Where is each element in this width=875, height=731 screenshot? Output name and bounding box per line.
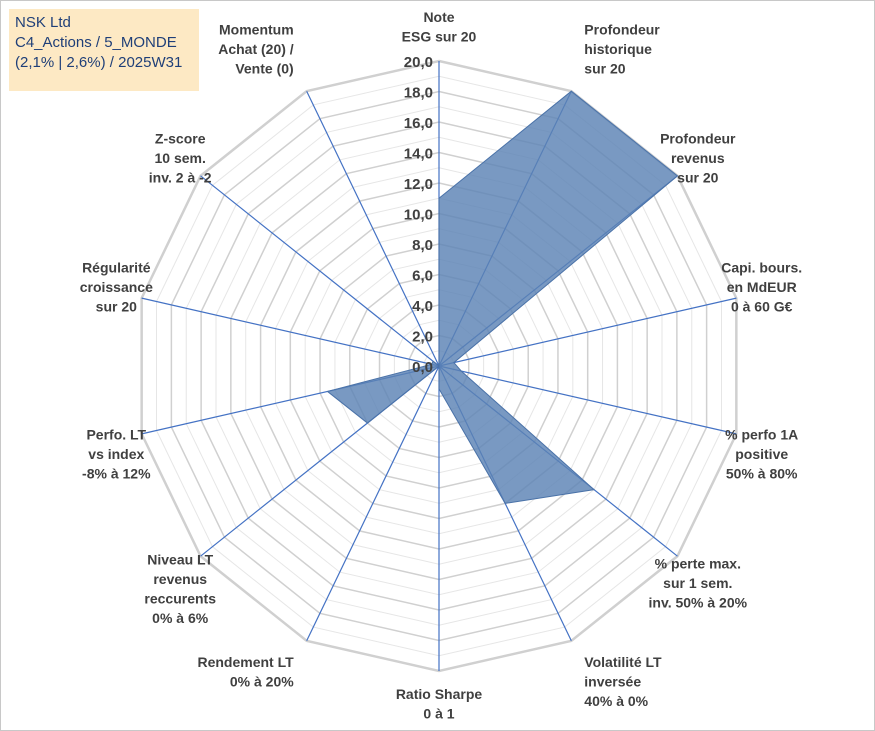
axis-label-line: % perfo 1A [725,427,798,443]
company-name: NSK Ltd [15,14,71,31]
tick-label: 16,0 [404,115,433,132]
axis-label: % perfo 1A positive 50% à 80% [725,427,798,482]
axis-label-line: 0% à 20% [230,674,294,690]
axis-label: Régularité croissance sur 20 [80,259,153,314]
axis-label: Ratio Sharpe 0 à 1 [396,686,483,722]
axis-label-line: historique [584,41,652,57]
axis-label-line: en MdEUR [727,279,797,295]
axis-label-line: Z-score [155,131,206,147]
axis-label: Momentum Achat (20) / Vente (0) [218,21,294,76]
axis-spoke [438,365,737,435]
axis-label-line: reccurents [144,591,216,607]
axis-label-line: Niveau LT [147,552,213,568]
axis-spoke [438,297,737,367]
axis-spoke [141,297,440,367]
tick-label: 4,0 [412,298,433,315]
axis-label-line: Capi. bours. [721,259,802,275]
axis-label-line: -8% à 12% [82,466,151,482]
info-box: NSK Ltd C4_Actions / 5_MONDE (2,1% | 2,6… [9,9,199,91]
axis-spoke [306,90,440,367]
axis-label-line: Ratio Sharpe [396,686,483,702]
axis-label-line: revenus [153,571,207,587]
axis-label: Capi. bours. en MdEUR 0 à 60 G€ [721,259,802,314]
axis-label-line: Régularité [82,259,151,275]
axis-label-line: revenus [671,150,725,166]
tick-label: 2,0 [412,329,433,346]
tick-label: 0,0 [412,359,433,376]
tick-label: 6,0 [412,268,433,285]
axis-label: % perte max. sur 1 sem. inv. 50% à 20% [649,555,748,610]
tick-label: 20,0 [404,54,433,71]
axis-label-line: 0% à 6% [152,610,209,626]
axis-label-line: Achat (20) / [218,41,294,57]
axis-label-line: sur 20 [584,60,625,76]
axis-label: Profondeur historique sur 20 [584,21,660,76]
axis-label-line: Momentum [219,21,294,37]
axis-spoke [306,365,440,642]
axis-label: Profondeur revenus sur 20 [660,131,736,186]
tick-label: 14,0 [404,146,433,163]
axis-label: Niveau LT revenus reccurents 0% à 6% [144,552,216,627]
tick-label: 12,0 [404,176,433,193]
axis-labels: Note ESG sur 20 Profondeur historique sur 20… [80,9,802,722]
axis-label: Z-score 10 sem. inv. 2 à -2 [149,131,212,186]
axis-label-line: positive [735,446,788,462]
axis-label-line: Rendement LT [197,654,294,670]
axis-label-line: vs index [88,446,144,462]
axis-label-line: croissance [80,279,153,295]
axis-label-line: 40% à 0% [584,693,648,709]
axis-label-line: Profondeur [584,21,660,37]
axis-label-line: sur 20 [677,170,718,186]
category-label: C4_Actions / 5_MONDE [15,34,177,51]
tick-label: 18,0 [404,85,433,102]
radial-tick-labels: 0,0 2,0 4,0 6,0 8,0 10,0 12,0 14,0 16,0 18,0 20,0 [404,54,433,376]
axis-label: Note ESG sur 20 [402,9,477,45]
axis-label-line: Perfo. LT [86,427,146,443]
axis-label: Perfo. LT vs index -8% à 12% [82,427,151,482]
tick-label: 10,0 [404,207,433,224]
axis-label-line: sur 20 [96,298,137,314]
axis-label-line: inversée [584,674,641,690]
axis-label-line: sur 1 sem. [663,575,732,591]
axis-label-line: 0 à 1 [423,706,454,722]
axis-label-line: Note [423,9,454,25]
axis-label-line: ESG sur 20 [402,29,477,45]
period-label: (2,1% | 2,6%) / 2025W31 [15,54,183,71]
series-area [326,90,679,504]
radar-series [326,90,679,504]
axis-label-line: Volatilité LT [584,654,662,670]
axis-label-line: Profondeur [660,131,736,147]
tick-label: 8,0 [412,237,433,254]
axis-label: Volatilité LT inversée 40% à 0% [584,654,662,709]
axis-label: Rendement LT 0% à 20% [197,654,294,690]
axis-spoke [200,175,440,367]
axis-label-line: 50% à 80% [726,466,798,482]
axis-label-line: % perte max. [655,555,741,571]
axis-label-line: inv. 2 à -2 [149,170,212,186]
axis-label-line: 10 sem. [155,150,206,166]
axis-label-line: inv. 50% à 20% [649,594,748,610]
axis-label-line: Vente (0) [235,60,293,76]
axis-label-line: 0 à 60 G€ [731,298,793,314]
